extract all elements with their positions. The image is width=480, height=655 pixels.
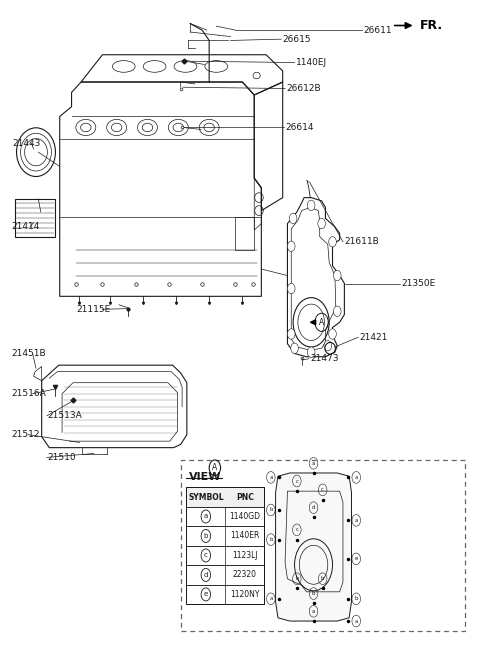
Circle shape	[318, 218, 325, 229]
Text: a: a	[355, 518, 358, 523]
Circle shape	[334, 306, 341, 316]
Text: b: b	[312, 591, 315, 596]
Text: a: a	[355, 618, 358, 624]
Text: 21512: 21512	[12, 430, 40, 439]
Bar	[186, 507, 264, 526]
Circle shape	[288, 284, 295, 293]
Text: 1140ER: 1140ER	[230, 531, 259, 540]
Text: c: c	[295, 527, 298, 533]
Text: FR.: FR.	[420, 19, 444, 32]
Text: VIEW: VIEW	[189, 472, 222, 481]
Polygon shape	[276, 473, 351, 621]
Circle shape	[324, 341, 332, 351]
Text: 1140GD: 1140GD	[229, 512, 260, 521]
Text: e: e	[355, 556, 358, 561]
Text: 26615: 26615	[283, 35, 312, 44]
Text: 21611B: 21611B	[344, 237, 379, 246]
Text: 1140EJ: 1140EJ	[296, 58, 327, 67]
Bar	[186, 585, 264, 604]
Text: c: c	[295, 479, 298, 483]
Text: 21443: 21443	[12, 139, 41, 147]
Text: 21115E: 21115E	[76, 305, 110, 314]
Text: a: a	[355, 475, 358, 480]
Text: 1123LJ: 1123LJ	[232, 551, 258, 560]
Circle shape	[329, 329, 336, 339]
Text: 21451B: 21451B	[12, 349, 46, 358]
Text: A: A	[212, 463, 217, 472]
Text: 26612B: 26612B	[287, 84, 321, 93]
Bar	[186, 565, 264, 585]
Circle shape	[289, 213, 297, 223]
Text: 26614: 26614	[285, 123, 313, 132]
Text: 22320: 22320	[233, 571, 257, 580]
Text: SYMBOL: SYMBOL	[188, 493, 224, 502]
Text: a: a	[204, 514, 208, 519]
Circle shape	[307, 200, 315, 211]
Text: 21516A: 21516A	[12, 389, 46, 398]
Text: 21421: 21421	[360, 333, 388, 342]
Bar	[14, 199, 55, 236]
Text: 26611: 26611	[363, 26, 392, 35]
Text: A: A	[319, 318, 324, 327]
Text: PNC: PNC	[236, 493, 254, 502]
Text: 1120NY: 1120NY	[230, 590, 260, 599]
Text: b: b	[321, 576, 324, 581]
Text: 21510: 21510	[48, 453, 76, 462]
Text: a: a	[269, 475, 273, 480]
Text: d: d	[312, 505, 315, 510]
FancyBboxPatch shape	[180, 460, 466, 631]
Text: a: a	[312, 460, 315, 466]
Bar	[186, 487, 264, 507]
Circle shape	[288, 329, 295, 339]
Text: b: b	[269, 537, 273, 542]
Text: e: e	[204, 591, 208, 597]
Text: 21350E: 21350E	[401, 280, 435, 288]
Text: c: c	[321, 487, 324, 493]
Bar	[186, 526, 264, 546]
Text: d: d	[204, 572, 208, 578]
Text: 21473: 21473	[310, 354, 339, 363]
Circle shape	[329, 236, 336, 247]
Bar	[186, 546, 264, 565]
Text: b: b	[295, 576, 299, 581]
Text: 21513A: 21513A	[48, 411, 83, 421]
Circle shape	[334, 271, 341, 281]
Text: 21414: 21414	[12, 222, 40, 231]
Text: a: a	[269, 596, 273, 601]
Text: b: b	[204, 533, 208, 539]
Text: a: a	[312, 608, 315, 614]
Text: b: b	[355, 596, 358, 601]
Text: b: b	[269, 508, 273, 512]
Circle shape	[288, 241, 295, 252]
Text: c: c	[204, 552, 208, 559]
Circle shape	[291, 343, 299, 354]
Bar	[186, 487, 264, 604]
Circle shape	[307, 347, 315, 358]
